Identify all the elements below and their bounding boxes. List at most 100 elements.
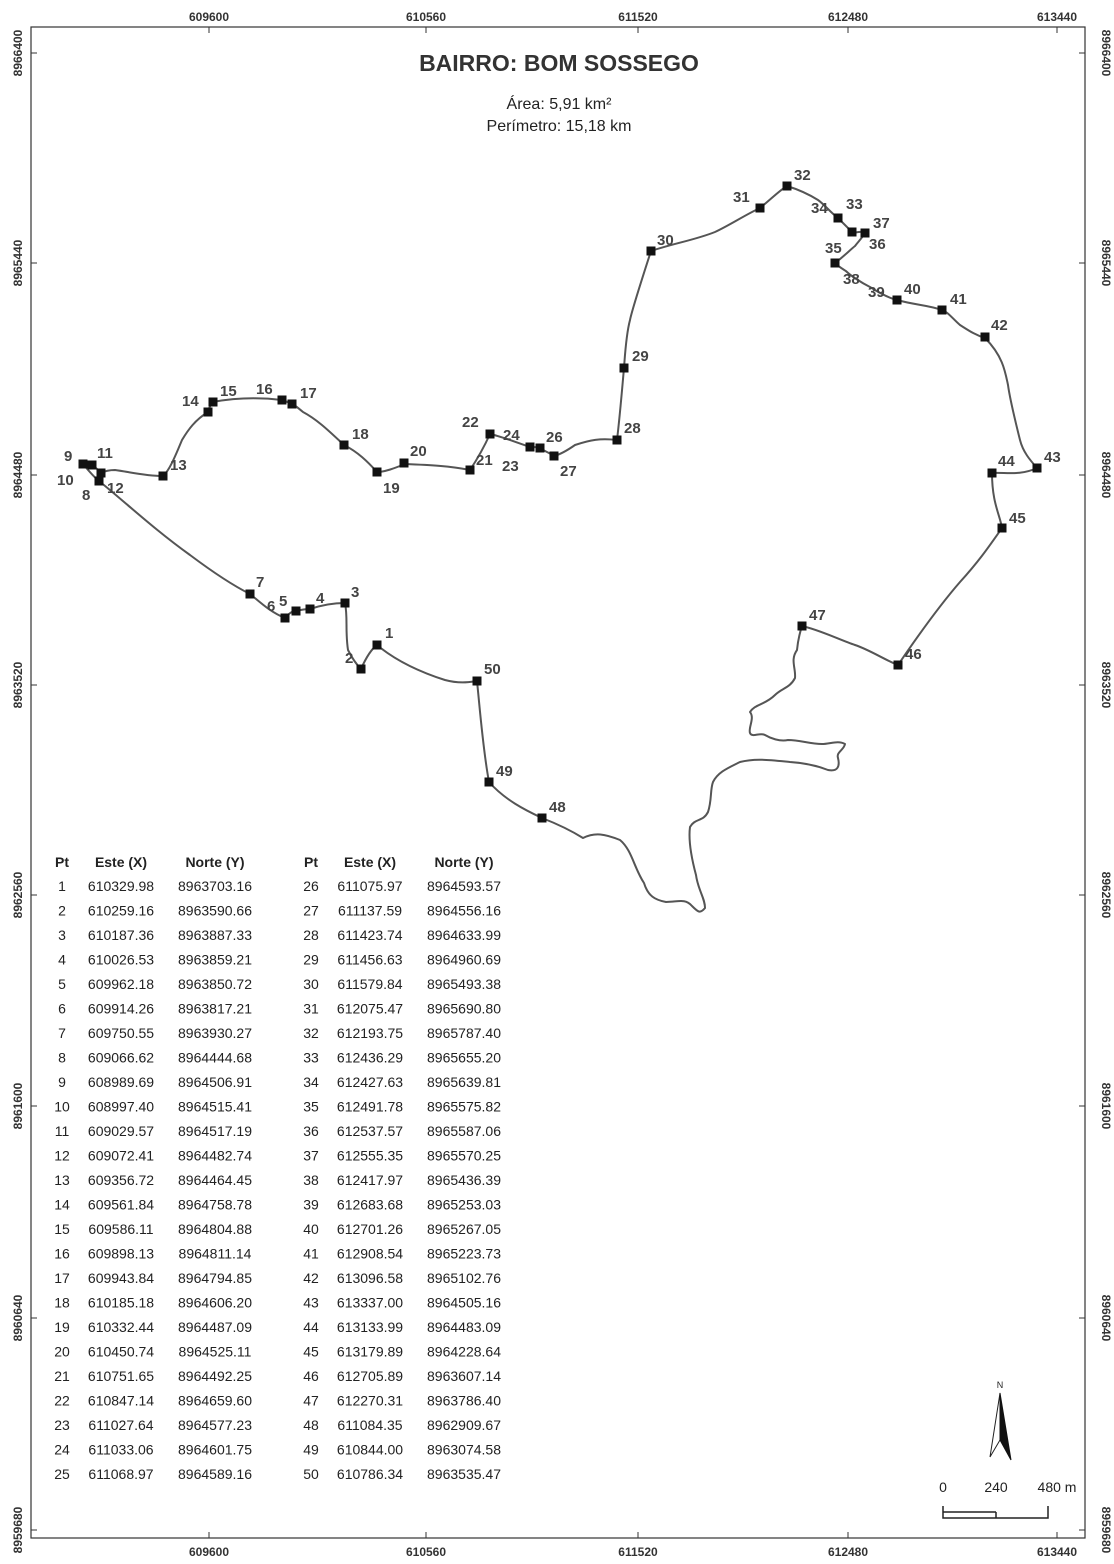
table-cell-x: 609898.13 xyxy=(88,1246,154,1262)
table-cell-y: 8963859.21 xyxy=(178,952,252,968)
table-cell-x: 613179.89 xyxy=(337,1344,403,1360)
vertex-marker xyxy=(287,399,297,409)
table-cell-pt: 4 xyxy=(58,952,66,968)
table-cell-pt: 33 xyxy=(303,1050,319,1066)
y-tick-right: 8962560 xyxy=(1099,872,1113,919)
table-cell-x: 610332.44 xyxy=(88,1319,154,1335)
vertex-marker xyxy=(245,589,255,599)
table-cell-y: 8964505.16 xyxy=(427,1295,501,1311)
y-tick-left: 8965440 xyxy=(11,239,25,286)
area-label: Área: 5,91 km² xyxy=(507,94,613,113)
table-cell-y: 8964482.74 xyxy=(178,1148,252,1164)
vertex-label: 35 xyxy=(825,240,842,257)
table-cell-pt: 21 xyxy=(54,1368,70,1384)
vertex-marker xyxy=(356,664,366,674)
coordinates-table: Pt Este (X) Norte (Y) Pt Este (X) Norte … xyxy=(54,854,501,1482)
vertex-label: 41 xyxy=(950,291,967,308)
y-tick-left: 8962560 xyxy=(11,871,25,918)
north-label: N xyxy=(997,1380,1004,1390)
vertex-marker xyxy=(847,227,857,237)
table-cell-y: 8964758.78 xyxy=(178,1197,252,1213)
col-header-pt-left: Pt xyxy=(55,854,69,870)
table-cell-y: 8963590.66 xyxy=(178,903,252,919)
table-cell-x: 613337.00 xyxy=(337,1295,403,1311)
table-cell-y: 8964601.75 xyxy=(178,1442,252,1458)
y-tick-right: 8959680 xyxy=(1099,1507,1113,1554)
y-tick-right: 8963520 xyxy=(1099,662,1113,709)
vertex-label: 11 xyxy=(97,445,113,462)
table-cell-x: 611033.06 xyxy=(88,1442,153,1458)
table-cell-pt: 30 xyxy=(303,976,319,992)
table-cell-y: 8964506.91 xyxy=(178,1074,252,1090)
table-cell-y: 8965575.82 xyxy=(427,1099,501,1115)
vertex-marker xyxy=(646,246,656,256)
x-tick-top: 612480 xyxy=(828,10,868,24)
table-cell-pt: 1 xyxy=(58,878,66,894)
table-cell-y: 8964515.41 xyxy=(178,1099,252,1115)
vertex-marker xyxy=(465,465,475,475)
vertex-label: 27 xyxy=(560,463,577,480)
table-cell-y: 8964525.11 xyxy=(179,1344,252,1360)
table-cell-x: 610786.34 xyxy=(337,1466,403,1482)
table-cell-pt: 11 xyxy=(55,1123,70,1139)
table-cell-x: 611068.97 xyxy=(88,1466,153,1482)
y-tick-right: 8965440 xyxy=(1099,240,1113,287)
table-cell-y: 8964464.45 xyxy=(178,1172,252,1188)
vertex-label: 3 xyxy=(351,584,359,601)
table-cell-y: 8964794.85 xyxy=(178,1270,252,1286)
table-cell-pt: 37 xyxy=(303,1148,319,1164)
vertex-marker xyxy=(339,440,349,450)
table-cell-x: 609962.18 xyxy=(88,976,154,992)
map-frame xyxy=(30,26,1086,1539)
vertex-label: 45 xyxy=(1009,510,1026,527)
table-cell-y: 8964517.19 xyxy=(178,1123,252,1139)
table-cell-x: 609586.11 xyxy=(88,1221,153,1237)
table-cell-pt: 47 xyxy=(303,1393,319,1409)
vertex-marker xyxy=(755,203,765,213)
table-cell-x: 611137.59 xyxy=(338,903,402,919)
table-cell-x: 612075.47 xyxy=(337,1001,403,1017)
vertex-marker xyxy=(860,228,870,238)
col-header-x-left: Este (X) xyxy=(95,854,147,870)
table-cell-x: 608997.40 xyxy=(88,1099,154,1115)
vertex-label: 32 xyxy=(794,167,811,184)
table-cell-x: 609029.57 xyxy=(88,1123,154,1139)
vertex-marker xyxy=(78,459,88,469)
y-tick-left: 8966400 xyxy=(11,29,25,76)
table-cell-y: 8962909.67 xyxy=(427,1417,501,1433)
table-cell-pt: 41 xyxy=(303,1246,319,1262)
table-cell-pt: 15 xyxy=(54,1221,70,1237)
table-cell-y: 8965253.03 xyxy=(427,1197,501,1213)
table-cell-x: 613133.99 xyxy=(337,1319,403,1335)
vertex-label: 21 xyxy=(476,452,493,469)
vertex-marker xyxy=(158,471,168,481)
table-cell-pt: 44 xyxy=(303,1319,319,1335)
table-cell-pt: 7 xyxy=(58,1025,66,1041)
table-cell-y: 8963930.27 xyxy=(178,1025,252,1041)
vertex-label: 24 xyxy=(503,427,520,444)
table-cell-y: 8965223.73 xyxy=(427,1246,501,1262)
table-cell-y: 8964556.16 xyxy=(427,903,501,919)
table-cell-x: 611579.84 xyxy=(337,976,402,992)
table-cell-x: 608989.69 xyxy=(88,1074,154,1090)
y-tick-right: 8966400 xyxy=(1099,30,1113,77)
y-tick-left: 8963520 xyxy=(11,661,25,708)
vertex-marker xyxy=(797,621,807,631)
table-cell-pt: 29 xyxy=(303,952,319,968)
table-cell-y: 8963786.40 xyxy=(427,1393,501,1409)
vertex-marker xyxy=(280,613,290,623)
vertex-marker xyxy=(203,407,213,417)
vertex-label: 19 xyxy=(383,480,400,497)
vertex-label: 12 xyxy=(107,480,124,497)
vertex-label: 23 xyxy=(502,458,519,475)
table-cell-x: 609561.84 xyxy=(88,1197,154,1213)
vertex-marker xyxy=(305,604,315,614)
x-tick-bottom: 612480 xyxy=(828,1545,868,1559)
table-cell-y: 8965690.80 xyxy=(427,1001,501,1017)
table-cell-pt: 10 xyxy=(54,1099,70,1115)
vertex-marker xyxy=(340,598,350,608)
table-cell-pt: 43 xyxy=(303,1295,319,1311)
table-cell-x: 610450.74 xyxy=(88,1344,154,1360)
